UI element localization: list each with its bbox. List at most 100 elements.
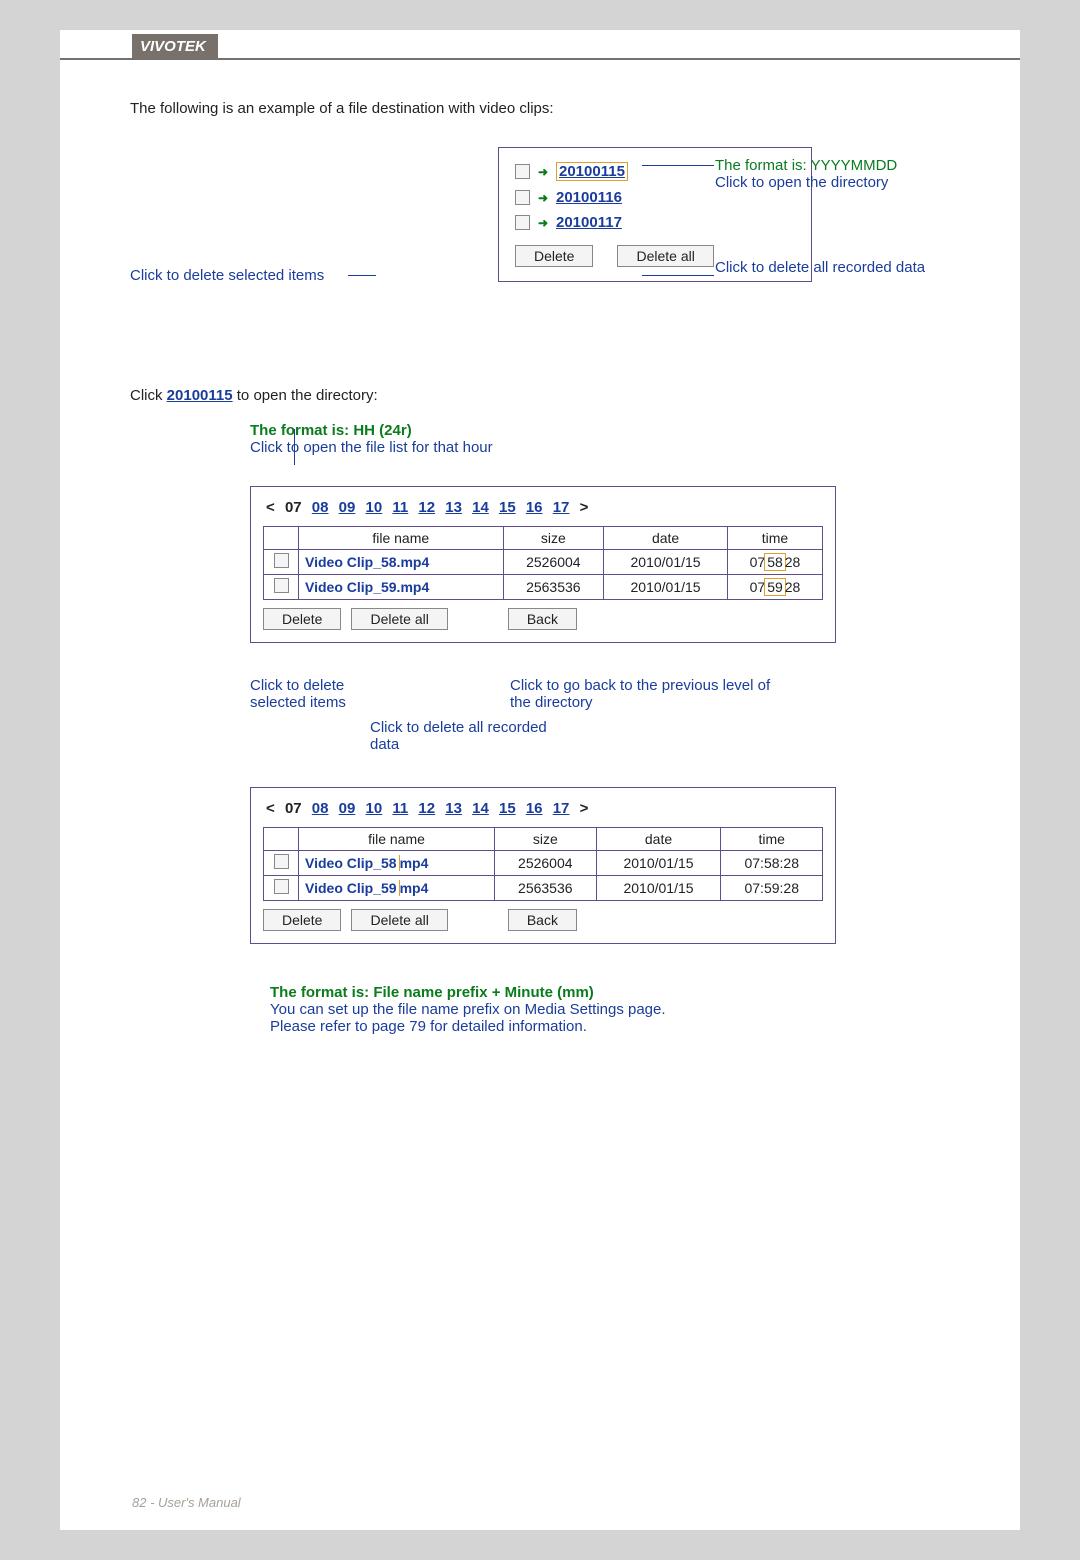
pager-hour[interactable]: 16 bbox=[526, 499, 543, 516]
table-row: Video Clip_59mp4 2563536 2010/01/15 07:5… bbox=[264, 876, 823, 901]
note-line: Click to open the file list for that hou… bbox=[250, 439, 950, 456]
time-ss: 28 bbox=[785, 579, 801, 595]
connector-line bbox=[348, 275, 376, 276]
pager-hour[interactable]: 16 bbox=[526, 800, 543, 817]
note-delete-selected: Click to delete selected items bbox=[250, 677, 400, 711]
time-cell: 075928 bbox=[727, 575, 822, 600]
date-link[interactable]: 20100115 bbox=[556, 162, 628, 181]
pager-current-hour: 07 bbox=[285, 499, 302, 516]
size-cell: 2526004 bbox=[495, 851, 597, 876]
note-format-yyyymmdd: The format is: YYYYMMDD Click to open th… bbox=[715, 157, 925, 276]
note-delete-all-recorded: Click to delete all recorded data bbox=[715, 259, 925, 276]
pager-prev[interactable]: < bbox=[266, 499, 275, 516]
table-header-row: file name size date time bbox=[264, 828, 823, 851]
pager-hour[interactable]: 08 bbox=[312, 499, 329, 516]
header-brand: VIVOTEK bbox=[132, 34, 218, 59]
table-header-row: file name size date time bbox=[264, 527, 823, 550]
delete-all-button[interactable]: Delete all bbox=[617, 245, 713, 267]
pager-hour[interactable]: 13 bbox=[445, 499, 462, 516]
hh-format-note: The format is: HH (24r) Click to open th… bbox=[250, 422, 950, 456]
date-link[interactable]: 20100117 bbox=[556, 214, 622, 231]
table-header: file name bbox=[299, 828, 495, 851]
time-mm-highlight: 59 bbox=[764, 578, 786, 596]
pager-next[interactable]: > bbox=[580, 800, 589, 817]
file-name-cell[interactable]: Video Clip_58.mp4 bbox=[299, 550, 504, 575]
table-header: file name bbox=[299, 527, 504, 550]
file-name-ext: mp4 bbox=[400, 855, 429, 871]
row-checkbox-cell bbox=[264, 876, 299, 901]
table-header: time bbox=[727, 527, 822, 550]
table-header bbox=[264, 828, 299, 851]
note-back-previous: Click to go back to the previous level o… bbox=[510, 677, 790, 711]
pager-hour[interactable]: 17 bbox=[553, 800, 570, 817]
pager-hour[interactable]: 17 bbox=[553, 499, 570, 516]
pager-hour[interactable]: 12 bbox=[418, 800, 435, 817]
pager-hour[interactable]: 13 bbox=[445, 800, 462, 817]
table-header: time bbox=[721, 828, 823, 851]
file-table: file name size date time Video Clip_58mp… bbox=[263, 827, 823, 901]
back-button[interactable]: Back bbox=[508, 608, 577, 630]
connector-line-vertical bbox=[294, 429, 295, 465]
pager-prev[interactable]: < bbox=[266, 800, 275, 817]
note-line: You can set up the file name prefix on M… bbox=[270, 1001, 790, 1018]
pager-hour[interactable]: 15 bbox=[499, 800, 516, 817]
date-link-inline[interactable]: 20100115 bbox=[167, 387, 233, 404]
pager-hour[interactable]: 12 bbox=[418, 499, 435, 516]
pager-hour[interactable]: 15 bbox=[499, 499, 516, 516]
note-line: Click to open the directory bbox=[715, 174, 925, 191]
pager-hour[interactable]: 09 bbox=[339, 800, 356, 817]
table-row: Video Clip_58mp4 2526004 2010/01/15 07:5… bbox=[264, 851, 823, 876]
pager-hour[interactable]: 14 bbox=[472, 499, 489, 516]
back-button[interactable]: Back bbox=[508, 909, 577, 931]
row-checkbox[interactable] bbox=[274, 879, 289, 894]
delete-button[interactable]: Delete bbox=[515, 245, 593, 267]
connector-line bbox=[642, 165, 714, 166]
time-cell: 075828 bbox=[727, 550, 822, 575]
file-name-prefix-highlight: Video Clip_58 bbox=[305, 855, 400, 871]
row-checkbox[interactable] bbox=[274, 553, 289, 568]
delete-all-button[interactable]: Delete all bbox=[351, 608, 447, 630]
file-name-cell[interactable]: Video Clip_59.mp4 bbox=[299, 575, 504, 600]
header-bar: VIVOTEK bbox=[60, 30, 1020, 60]
note-delete-all-recorded: Click to delete all recorded data bbox=[370, 719, 570, 753]
date-checkbox[interactable] bbox=[515, 164, 530, 179]
pager-hour[interactable]: 11 bbox=[392, 499, 408, 516]
filename-format-note: The format is: File name prefix + Minute… bbox=[270, 984, 790, 1035]
date-cell: 2010/01/15 bbox=[604, 550, 728, 575]
delete-button[interactable]: Delete bbox=[263, 608, 341, 630]
panel2-notes: Click to delete selected items Click to … bbox=[250, 657, 950, 747]
note-delete-selected: Click to delete selected items bbox=[130, 267, 324, 284]
delete-all-button[interactable]: Delete all bbox=[351, 909, 447, 931]
pager-hour[interactable]: 10 bbox=[366, 800, 383, 817]
pager-hour[interactable]: 14 bbox=[472, 800, 489, 817]
panel3-button-row: Delete Delete all Back bbox=[263, 909, 823, 931]
hour-pager: < 07 08 09 10 11 12 13 14 15 16 17 > bbox=[263, 499, 823, 516]
delete-button[interactable]: Delete bbox=[263, 909, 341, 931]
row-checkbox[interactable] bbox=[274, 854, 289, 869]
click-instruction: Click 20100115 to open the directory: bbox=[130, 387, 950, 404]
size-cell: 2563536 bbox=[495, 876, 597, 901]
row-checkbox[interactable] bbox=[274, 578, 289, 593]
pager-hour[interactable]: 10 bbox=[366, 499, 383, 516]
top-figure: Click to delete selected items ➜ 2010011… bbox=[130, 147, 950, 317]
text: Click bbox=[130, 387, 167, 404]
file-name-cell[interactable]: Video Clip_59mp4 bbox=[299, 876, 495, 901]
pager-hour[interactable]: 09 bbox=[339, 499, 356, 516]
connector-line bbox=[642, 275, 714, 276]
pager-current-hour: 07 bbox=[285, 800, 302, 817]
page-footer: 82 - User's Manual bbox=[132, 1495, 241, 1510]
date-checkbox[interactable] bbox=[515, 215, 530, 230]
pager-hour[interactable]: 11 bbox=[392, 800, 408, 817]
time-cell: 07:59:28 bbox=[721, 876, 823, 901]
size-cell: 2526004 bbox=[503, 550, 604, 575]
note-line: Please refer to page 79 for detailed inf… bbox=[270, 1018, 790, 1035]
pager-next[interactable]: > bbox=[580, 499, 589, 516]
panel2-button-row: Delete Delete all Back bbox=[263, 608, 823, 630]
row-checkbox-cell bbox=[264, 550, 299, 575]
file-name-cell[interactable]: Video Clip_58mp4 bbox=[299, 851, 495, 876]
date-link[interactable]: 20100116 bbox=[556, 189, 622, 206]
pager-hour[interactable]: 08 bbox=[312, 800, 329, 817]
date-cell: 2010/01/15 bbox=[596, 876, 721, 901]
date-checkbox[interactable] bbox=[515, 190, 530, 205]
time-hh: 07 bbox=[750, 554, 766, 570]
